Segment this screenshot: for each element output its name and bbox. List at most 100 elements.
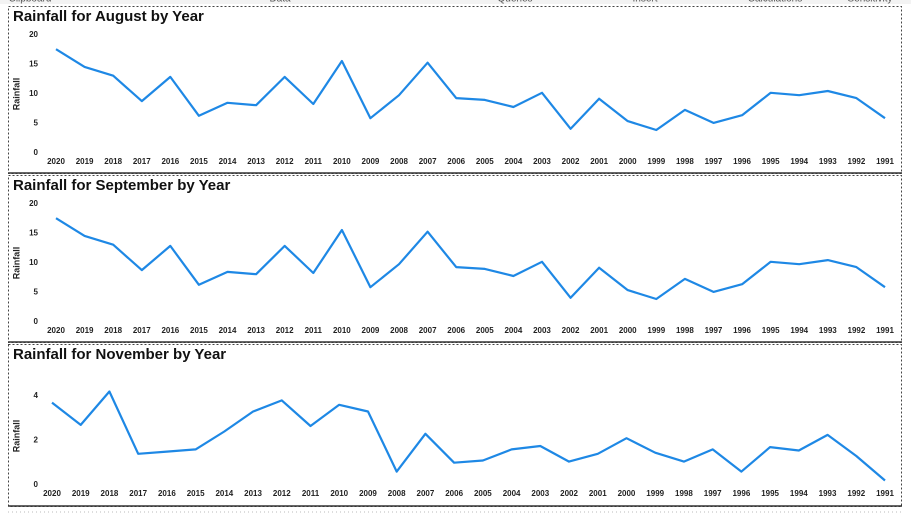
y-tick-label: 0 <box>34 148 39 157</box>
x-tick-label: 1997 <box>705 326 723 335</box>
ribbon-group-label: Queries <box>497 0 532 5</box>
x-tick-label: 2016 <box>161 326 179 335</box>
x-tick-label: 2002 <box>560 489 578 498</box>
ribbon-group-label: Sensitivity <box>847 0 892 5</box>
y-axis-label: Rainfall <box>11 247 21 280</box>
x-tick-label: 1995 <box>762 326 780 335</box>
x-tick-label: 2006 <box>445 489 463 498</box>
x-tick-label: 2009 <box>359 489 377 498</box>
y-tick-label: 5 <box>34 288 39 297</box>
x-tick-label: 2017 <box>133 326 151 335</box>
x-tick-label: 2013 <box>247 157 265 166</box>
x-tick-label: 2003 <box>533 157 551 166</box>
x-tick-label: 2014 <box>219 326 237 335</box>
x-tick-label: 2000 <box>619 326 637 335</box>
x-tick-label: 1995 <box>761 489 779 498</box>
x-tick-label: 2019 <box>76 326 94 335</box>
x-tick-label: 2001 <box>590 157 608 166</box>
x-tick-label: 2007 <box>417 489 435 498</box>
x-tick-label: 1996 <box>733 326 751 335</box>
x-tick-label: 2008 <box>388 489 406 498</box>
panel-border <box>8 175 902 343</box>
x-tick-label: 1997 <box>705 157 723 166</box>
x-tick-label: 2018 <box>104 326 122 335</box>
y-tick-label: 20 <box>29 30 38 39</box>
y-tick-label: 15 <box>29 60 38 69</box>
x-tick-label: 2017 <box>129 489 147 498</box>
y-tick-label: 2 <box>34 436 39 445</box>
x-tick-label: 1999 <box>647 157 665 166</box>
y-tick-label: 0 <box>34 317 39 326</box>
x-tick-label: 2015 <box>190 157 208 166</box>
x-tick-label: 2011 <box>305 326 323 335</box>
x-tick-label: 1992 <box>847 489 865 498</box>
x-tick-label: 2004 <box>503 489 521 498</box>
x-tick-label: 2012 <box>273 489 291 498</box>
x-tick-label: 2003 <box>531 489 549 498</box>
x-tick-label: 2010 <box>333 326 351 335</box>
y-tick-label: 15 <box>29 229 38 238</box>
ribbon-strip <box>0 0 911 4</box>
x-tick-label: 2018 <box>104 157 122 166</box>
chart-title: Rainfall for August by Year <box>13 8 204 25</box>
line-series <box>51 390 886 482</box>
x-tick-label: 2014 <box>215 489 233 498</box>
x-tick-label: 1998 <box>676 157 694 166</box>
x-tick-label: 2004 <box>504 326 522 335</box>
x-tick-label: 2016 <box>158 489 176 498</box>
x-tick-label: 1998 <box>675 489 693 498</box>
chart-panel: Rainfall for September by Year Rainfall 0 5… <box>8 175 902 343</box>
x-tick-label: 2012 <box>276 326 294 335</box>
x-tick-label: 2015 <box>187 489 205 498</box>
x-tick-label: 2006 <box>447 326 465 335</box>
x-tick-label: 2011 <box>302 489 320 498</box>
x-tick-label: 2008 <box>390 157 408 166</box>
x-tick-label: 1996 <box>733 157 751 166</box>
x-tick-label: 1995 <box>762 157 780 166</box>
x-tick-label: 2005 <box>476 157 494 166</box>
line-series <box>55 217 886 301</box>
ribbon-group-label: Data <box>269 0 291 5</box>
ribbon-group-label: Clipboard <box>9 0 52 5</box>
x-tick-label: 1993 <box>819 326 837 335</box>
x-tick-label: 2005 <box>474 489 492 498</box>
y-axis-label: Rainfall <box>11 78 21 111</box>
y-tick-label: 0 <box>34 480 39 489</box>
x-tick-label: 1996 <box>732 489 750 498</box>
x-tick-label: 2013 <box>247 326 265 335</box>
x-tick-label: 2010 <box>333 157 351 166</box>
y-tick-label: 20 <box>29 199 38 208</box>
x-tick-label: 2019 <box>72 489 90 498</box>
y-tick-label: 10 <box>29 258 38 267</box>
x-tick-label: 2007 <box>419 157 437 166</box>
x-tick-label: 2001 <box>590 326 608 335</box>
x-tick-label: 1994 <box>790 326 808 335</box>
x-tick-label: 1991 <box>876 326 894 335</box>
x-tick-label: 2002 <box>562 326 580 335</box>
x-tick-label: 2000 <box>618 489 636 498</box>
x-tick-label: 2016 <box>161 157 179 166</box>
x-tick-label: 2009 <box>362 157 380 166</box>
x-tick-label: 2012 <box>276 157 294 166</box>
x-tick-label: 2020 <box>47 326 65 335</box>
ribbon-group-label: Insert <box>632 0 657 5</box>
x-tick-label: 2014 <box>219 157 237 166</box>
x-tick-label: 1992 <box>848 157 866 166</box>
x-tick-label: 2001 <box>589 489 607 498</box>
x-tick-label: 1994 <box>790 489 808 498</box>
chart-panel: Rainfall for November by Year Rainfall 0 2 4… <box>8 344 902 507</box>
x-tick-label: 2003 <box>533 326 551 335</box>
line-series <box>55 48 886 132</box>
x-tick-label: 1993 <box>819 489 837 498</box>
x-tick-label: 2009 <box>362 326 380 335</box>
x-tick-label: 1999 <box>647 326 665 335</box>
x-tick-label: 2010 <box>330 489 348 498</box>
y-tick-label: 4 <box>34 391 39 400</box>
chart-title: Rainfall for September by Year <box>13 177 230 194</box>
x-tick-label: 2007 <box>419 326 437 335</box>
x-tick-label: 1992 <box>848 326 866 335</box>
y-tick-label: 10 <box>29 89 38 98</box>
x-tick-label: 1997 <box>704 489 722 498</box>
charts: Rainfall for August by Year Rainfall 0 5 10 1… <box>8 6 902 507</box>
